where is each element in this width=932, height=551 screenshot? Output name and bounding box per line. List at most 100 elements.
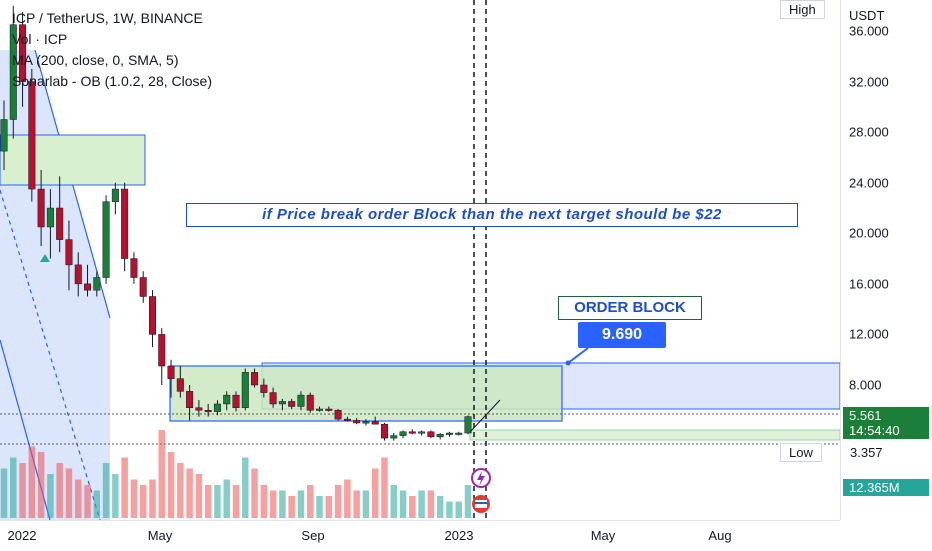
- candle-body[interactable]: [334, 410, 342, 420]
- volume-bar: [418, 490, 425, 518]
- candle-body[interactable]: [269, 392, 277, 405]
- volume-bar: [47, 474, 54, 518]
- candle-body[interactable]: [93, 277, 101, 291]
- volume-bar: [409, 496, 416, 518]
- last-price-tag: 5.561 14:54:40: [843, 407, 929, 439]
- candle-body[interactable]: [167, 365, 175, 379]
- volume-bar: [0, 468, 8, 518]
- candle-body[interactable]: [176, 378, 184, 392]
- candle-body[interactable]: [186, 391, 194, 409]
- volume-bar: [242, 457, 249, 518]
- candle-body[interactable]: [84, 283, 92, 291]
- chart-plot-area[interactable]: ICP / TetherUS, 1W, BINANCE Vol · ICP MA…: [0, 0, 840, 520]
- candle-body[interactable]: [204, 410, 212, 413]
- candle-body[interactable]: [111, 188, 119, 202]
- candle-body[interactable]: [223, 394, 231, 405]
- candle-body[interactable]: [260, 384, 268, 393]
- support-zone: [469, 429, 840, 441]
- volume-bar: [56, 463, 63, 518]
- target-pointer-dot: [565, 360, 571, 366]
- candle-body[interactable]: [306, 394, 314, 411]
- candle-body[interactable]: [445, 432, 453, 435]
- candle-body[interactable]: [464, 416, 472, 434]
- candle-body[interactable]: [195, 407, 203, 411]
- volume-bar: [381, 457, 388, 518]
- candle-body[interactable]: [0, 119, 8, 152]
- price-tick-label: 32.000: [849, 74, 889, 90]
- volume-bar: [371, 468, 379, 518]
- volume-bar: [436, 496, 444, 518]
- candle-body[interactable]: [9, 24, 17, 120]
- candle-body[interactable]: [65, 239, 73, 266]
- candle-body[interactable]: [427, 431, 435, 438]
- candle-body[interactable]: [130, 258, 138, 278]
- candle-body[interactable]: [288, 401, 296, 407]
- candle-body[interactable]: [353, 420, 361, 424]
- time-tick-label: 2023: [444, 528, 474, 543]
- ma-indicator-label[interactable]: MA (200, close, 0, SMA, 5): [12, 52, 179, 68]
- time-tick-label: May: [147, 528, 173, 543]
- volume-bar: [74, 479, 82, 518]
- order-block-label[interactable]: ORDER BLOCK: [558, 296, 702, 320]
- volume-bar: [102, 463, 110, 518]
- candle-body[interactable]: [213, 403, 221, 412]
- candle-body[interactable]: [297, 394, 305, 407]
- volume-indicator-label[interactable]: Vol · ICP: [12, 31, 68, 47]
- volume-bar: [10, 457, 17, 518]
- candle-body[interactable]: [56, 207, 64, 240]
- text-annotation[interactable]: if Price break order Block than the next…: [186, 203, 798, 227]
- ob-indicator-label[interactable]: Sonarlab - OB (1.0.2, 28, Close): [12, 73, 212, 89]
- volume-bar: [288, 496, 295, 518]
- volume-bar: [269, 490, 277, 518]
- price-tick-label: 36.000: [849, 23, 889, 39]
- candle-body[interactable]: [408, 431, 416, 434]
- volume-bar: [130, 479, 138, 518]
- volume-bar: [334, 485, 342, 518]
- order-block-zone: [169, 365, 563, 422]
- price-chart[interactable]: [0, 0, 840, 520]
- target-price-label[interactable]: 9.690: [578, 322, 666, 348]
- candle-body[interactable]: [102, 201, 110, 278]
- candle-body[interactable]: [399, 431, 407, 436]
- candle-body[interactable]: [46, 207, 54, 228]
- candle-body[interactable]: [362, 421, 370, 424]
- price-tick-label: 8.000: [849, 377, 882, 393]
- candle-body[interactable]: [28, 81, 36, 190]
- candle-body[interactable]: [316, 408, 324, 411]
- candle-body[interactable]: [278, 401, 286, 405]
- time-axis[interactable]: 2022 May Sep 2023 May Aug: [0, 520, 840, 551]
- candle-body[interactable]: [418, 431, 426, 434]
- volume-bar: [455, 501, 462, 518]
- price-tick-label: 24.000: [849, 175, 889, 191]
- candles: [0, 5, 472, 441]
- candle-body[interactable]: [251, 372, 259, 386]
- volume-bar: [84, 485, 91, 518]
- candle-body[interactable]: [158, 334, 166, 367]
- candle-body[interactable]: [19, 24, 27, 82]
- candle-body[interactable]: [241, 372, 249, 409]
- volume-bar: [93, 490, 101, 518]
- candle-body[interactable]: [371, 421, 379, 425]
- candle-body[interactable]: [343, 418, 351, 421]
- candle-body[interactable]: [325, 408, 333, 411]
- candle-body[interactable]: [390, 435, 398, 439]
- candle-body[interactable]: [380, 423, 388, 439]
- candle-body[interactable]: [37, 188, 45, 228]
- candle-body[interactable]: [139, 277, 147, 297]
- candle-body[interactable]: [455, 432, 463, 435]
- price-axis[interactable]: USDT 36.000 32.000 28.000 24.000 20.000 16.00…: [840, 0, 932, 520]
- volume-bars: [0, 430, 472, 518]
- volume-bar: [427, 490, 435, 518]
- target-pointer: [567, 347, 589, 364]
- candle-body[interactable]: [232, 394, 240, 409]
- volume-bar: [316, 496, 323, 518]
- candle-body[interactable]: [74, 264, 82, 285]
- volume-bar: [65, 468, 73, 518]
- candle-body[interactable]: [436, 434, 444, 438]
- volume-bar: [149, 479, 156, 518]
- candle-body[interactable]: [148, 296, 156, 335]
- volume-bar: [19, 463, 26, 518]
- time-tick-label: Aug: [708, 528, 732, 543]
- symbol-title[interactable]: ICP / TetherUS, 1W, BINANCE: [12, 10, 203, 26]
- candle-body[interactable]: [121, 188, 129, 259]
